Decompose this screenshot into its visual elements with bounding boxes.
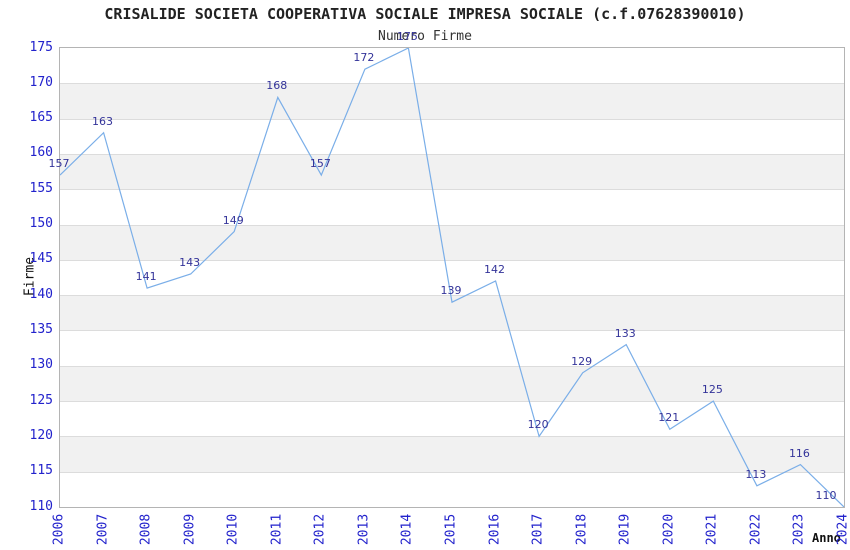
gridline: [60, 225, 844, 226]
data-label: 129: [571, 354, 593, 368]
data-label: 121: [658, 411, 680, 425]
chart-subtitle: Numero Firme: [378, 29, 472, 44]
x-tick-label: 2011: [269, 513, 285, 545]
y-tick-label: 130: [29, 357, 53, 373]
x-tick-label: 2013: [356, 513, 372, 545]
data-label: 133: [614, 326, 636, 340]
gridline: [60, 330, 844, 331]
x-tick-label: 2017: [530, 513, 546, 545]
shaded-band: [60, 83, 844, 119]
y-tick-label: 125: [29, 392, 53, 408]
x-tick-label: 2010: [225, 513, 241, 545]
x-tick-label: 2016: [487, 513, 503, 545]
gridline: [60, 260, 844, 261]
x-tick-label: 2007: [95, 513, 111, 545]
y-tick-label: 135: [29, 321, 53, 337]
y-tick-label: 155: [29, 180, 53, 196]
data-label: 116: [788, 446, 810, 460]
data-label: 168: [266, 79, 288, 93]
x-tick-label: 2019: [617, 513, 633, 545]
data-label: 157: [309, 157, 331, 171]
y-tick-label: 165: [29, 110, 53, 126]
x-tick-label: 2023: [791, 513, 807, 545]
x-tick-label: 2009: [182, 513, 198, 545]
shaded-band: [60, 153, 844, 190]
data-label: 149: [222, 213, 244, 227]
shaded-band: [60, 436, 844, 472]
y-tick-label: 170: [29, 74, 53, 90]
line-series: [60, 48, 844, 507]
x-axis-title: Anno: [812, 531, 841, 545]
gridline: [60, 366, 844, 367]
data-label: 163: [92, 114, 114, 128]
data-label: 172: [353, 51, 375, 65]
gridline: [60, 472, 844, 473]
data-label: 141: [135, 270, 157, 284]
data-label: 113: [745, 467, 767, 481]
x-tick-label: 2012: [312, 513, 328, 545]
data-label: 157: [48, 157, 70, 171]
data-label: 110: [815, 489, 837, 502]
x-tick-label: 2015: [443, 513, 459, 545]
x-tick-label: 2020: [661, 513, 677, 545]
series-line: [60, 48, 844, 507]
y-tick-label: 175: [29, 39, 53, 55]
y-tick-label: 110: [29, 498, 53, 514]
shaded-band: [60, 224, 844, 260]
y-tick-label: 140: [29, 286, 53, 302]
y-tick-label: 145: [29, 251, 53, 267]
gridline: [60, 401, 844, 402]
x-tick-label: 2008: [138, 513, 154, 545]
y-tick-label: 160: [29, 145, 53, 161]
gridline: [60, 295, 844, 296]
data-label: 139: [440, 284, 462, 298]
x-tick-label: 2022: [748, 513, 764, 545]
data-label: 142: [484, 263, 506, 277]
x-tick-label: 2024: [835, 513, 850, 545]
gridline: [60, 83, 844, 84]
y-tick-label: 150: [29, 216, 53, 232]
data-label: 175: [396, 30, 418, 43]
gridline: [60, 154, 844, 155]
x-tick-label: 2006: [51, 513, 67, 545]
data-label: 125: [701, 383, 723, 397]
plot-area: [59, 47, 845, 508]
data-label: 120: [527, 418, 549, 432]
x-tick-label: 2021: [704, 513, 720, 545]
shaded-band: [60, 365, 844, 402]
y-tick-label: 115: [29, 463, 53, 479]
chart-title: CRISALIDE SOCIETA COOPERATIVA SOCIALE IM…: [104, 5, 746, 23]
x-tick-label: 2018: [574, 513, 590, 545]
y-tick-label: 120: [29, 427, 53, 443]
x-tick-label: 2014: [399, 513, 415, 545]
data-label: 143: [179, 255, 201, 269]
gridline: [60, 436, 844, 437]
gridline: [60, 189, 844, 190]
gridline: [60, 119, 844, 120]
